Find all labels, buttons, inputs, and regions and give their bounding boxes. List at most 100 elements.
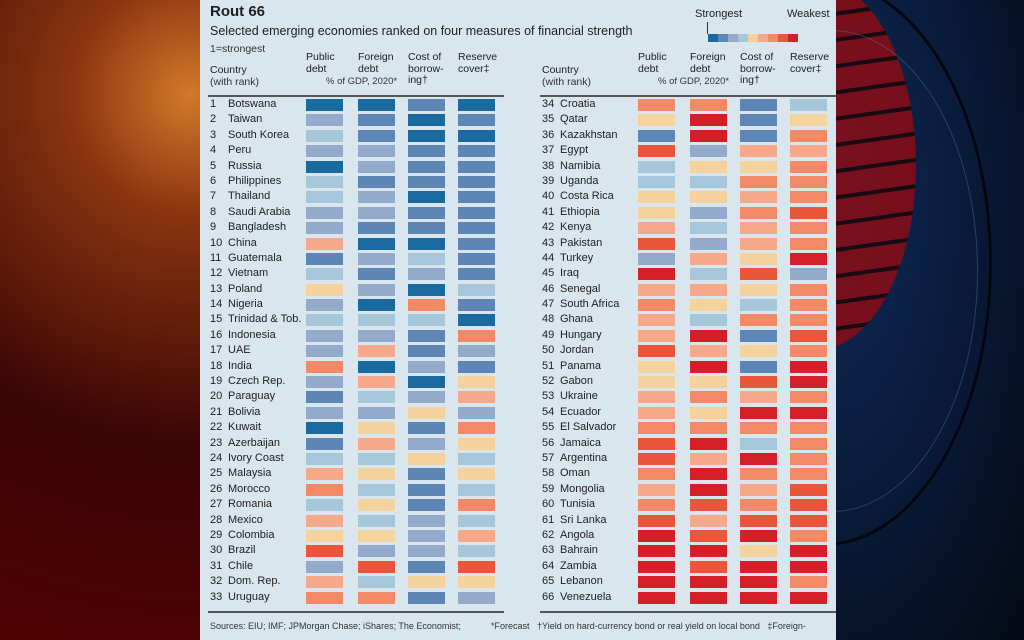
rank-label: 44 xyxy=(542,251,555,264)
heat-cell-cost-of-borrowing xyxy=(740,406,777,419)
rank-label: 61 xyxy=(542,513,555,526)
table-row: 52 Gabon xyxy=(540,374,836,389)
country-label: Trinidad & Tob. xyxy=(228,313,302,326)
rank-label: 46 xyxy=(542,282,555,295)
heat-cell-foreign-debt xyxy=(690,422,727,435)
heat-cell-foreign-debt xyxy=(690,129,727,142)
country-label: Uruguay xyxy=(228,590,270,603)
table-row: 42 Kenya xyxy=(540,220,836,235)
heat-cell-foreign-debt xyxy=(690,483,727,496)
table-row: 66 Venezuela xyxy=(540,590,836,605)
heat-cell-foreign-debt xyxy=(690,283,727,296)
country-label: Panama xyxy=(560,359,601,372)
heat-cell-public-debt xyxy=(306,591,343,604)
heat-cell-foreign-debt xyxy=(358,360,395,373)
table-row: 16 Indonesia xyxy=(208,328,504,343)
heat-cell-public-debt xyxy=(638,283,675,296)
heat-cell-cost-of-borrowing xyxy=(408,283,445,296)
rank-label: 26 xyxy=(210,482,223,495)
heat-cell-foreign-debt xyxy=(358,499,395,512)
heat-cell-public-debt xyxy=(306,406,343,419)
heat-cell-public-debt xyxy=(306,314,343,327)
heat-cell-public-debt xyxy=(306,329,343,342)
heat-cell-cost-of-borrowing xyxy=(740,129,777,142)
heat-cell-cost-of-borrowing xyxy=(408,452,445,465)
rank-label: 47 xyxy=(542,298,555,311)
country-label: Mexico xyxy=(228,513,263,526)
heat-cell-cost-of-borrowing xyxy=(740,452,777,465)
heat-cell-public-debt xyxy=(638,529,675,542)
heat-cell-reserve-cover xyxy=(790,499,827,512)
rank-label: 24 xyxy=(210,451,223,464)
heat-cell-foreign-debt xyxy=(358,437,395,450)
country-label: Malaysia xyxy=(228,467,272,480)
country-label: Romania xyxy=(228,498,273,511)
table-row: 26 Morocco xyxy=(208,482,504,497)
table-row: 36 Kazakhstan xyxy=(540,128,836,143)
heat-cell-reserve-cover xyxy=(790,468,827,481)
country-label: Tunisia xyxy=(560,498,596,511)
heat-cell-cost-of-borrowing xyxy=(408,237,445,250)
heat-cell-reserve-cover xyxy=(790,329,827,342)
table-row: 6 Philippines xyxy=(208,174,504,189)
table-row: 20 Paraguay xyxy=(208,389,504,404)
heat-cell-cost-of-borrowing xyxy=(408,206,445,219)
unit-note: % of GDP, 2020* xyxy=(658,76,730,87)
country-label: Bahrain xyxy=(560,544,598,557)
country-label: Czech Rep. xyxy=(228,375,286,388)
heat-cell-cost-of-borrowing xyxy=(408,114,445,127)
heat-cell-public-debt xyxy=(638,299,675,312)
table-row: 15 Trinidad & Tob. xyxy=(208,312,504,327)
rank-label: 18 xyxy=(210,359,223,372)
heat-cell-cost-of-borrowing xyxy=(408,175,445,188)
rank-label: 5 xyxy=(210,159,217,172)
table-row: 40 Costa Rica xyxy=(540,189,836,204)
table-row: 25 Malaysia xyxy=(208,466,504,481)
heat-cell-cost-of-borrowing xyxy=(408,545,445,558)
rank-label: 23 xyxy=(210,436,223,449)
legend-swatch-4 xyxy=(738,34,748,42)
table-row: 55 El Salvador xyxy=(540,420,836,435)
heat-cell-foreign-debt xyxy=(358,252,395,265)
heat-cell-reserve-cover xyxy=(790,452,827,465)
heat-cell-public-debt xyxy=(306,345,343,358)
rank-label: 6 xyxy=(210,174,217,187)
legend-swatch-3 xyxy=(728,34,738,42)
table-row: 9 Bangladesh xyxy=(208,220,504,235)
heat-cell-foreign-debt xyxy=(690,145,727,158)
heat-cell-reserve-cover xyxy=(458,99,495,111)
heat-cell-reserve-cover xyxy=(458,529,495,542)
country-label: UAE xyxy=(228,344,251,357)
table-row: 51 Panama xyxy=(540,359,836,374)
legend-weakest-label: Weakest xyxy=(787,8,830,20)
country-label: Azerbaijan xyxy=(228,436,280,449)
country-label: Jordan xyxy=(560,344,594,357)
heat-cell-public-debt xyxy=(306,560,343,573)
heat-cell-cost-of-borrowing xyxy=(740,283,777,296)
heat-cell-reserve-cover xyxy=(458,283,495,296)
heat-cell-public-debt xyxy=(638,591,675,604)
heat-cell-cost-of-borrowing xyxy=(408,499,445,512)
heat-cell-public-debt xyxy=(638,329,675,342)
heat-cell-public-debt xyxy=(306,114,343,127)
heat-cell-reserve-cover xyxy=(790,314,827,327)
heat-cell-foreign-debt xyxy=(358,560,395,573)
table-row: 54 Ecuador xyxy=(540,405,836,420)
heat-cell-public-debt xyxy=(638,129,675,142)
table-row: 14 Nigeria xyxy=(208,297,504,312)
country-label: Thailand xyxy=(228,190,271,203)
heat-cell-reserve-cover xyxy=(790,299,827,312)
heat-cell-foreign-debt xyxy=(690,529,727,542)
country-label: Kenya xyxy=(560,221,592,234)
legend-swatch-1 xyxy=(708,34,718,42)
country-label: Peru xyxy=(228,144,252,157)
heat-cell-foreign-debt xyxy=(358,468,395,481)
legend-swatches xyxy=(708,34,798,42)
country-header-label: Country xyxy=(542,64,579,76)
column-header-public-debt: Public debt xyxy=(306,51,335,75)
heat-cell-cost-of-borrowing xyxy=(408,483,445,496)
heat-cell-public-debt xyxy=(306,545,343,558)
country-label: Croatia xyxy=(560,98,596,110)
rank-label: 59 xyxy=(542,482,555,495)
table-row: 5 Russia xyxy=(208,159,504,174)
